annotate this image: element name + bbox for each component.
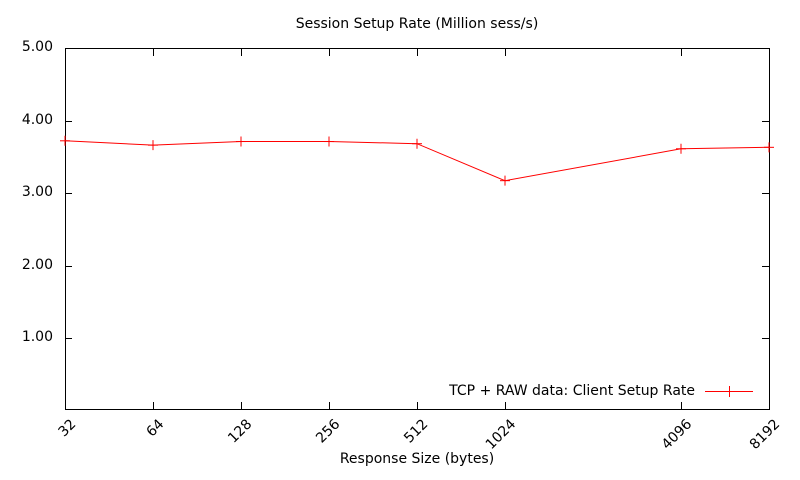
x-axis-label: Response Size (bytes) — [339, 451, 495, 467]
chart-title: Session Setup Rate (Million sess/s) — [295, 16, 539, 32]
series-line — [64, 140, 770, 182]
legend-label: TCP + RAW data: Client Setup Rate — [449, 383, 695, 399]
y-tick-label: 3.00 — [21, 184, 53, 200]
y-tick-label: 1.00 — [21, 329, 53, 345]
y-tick-label: 4.00 — [21, 112, 53, 128]
plot-border — [65, 48, 770, 410]
y-tick-label: 2.00 — [21, 257, 53, 273]
y-tick-label: 5.00 — [21, 39, 53, 55]
